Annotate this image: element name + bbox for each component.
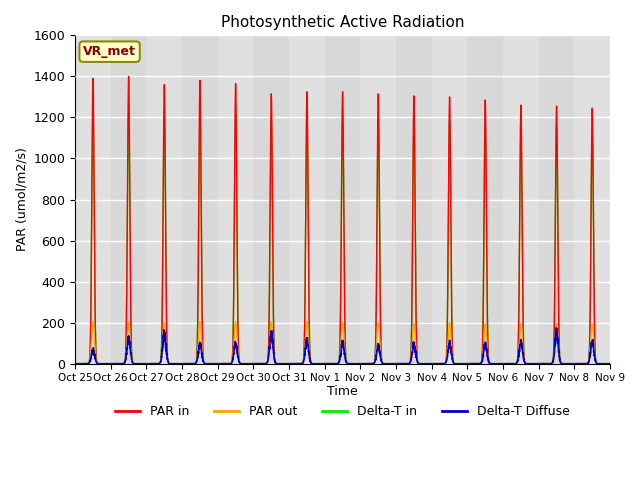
PAR in <box>433 361 440 367</box>
Delta-T Diffuse <box>605 361 613 367</box>
PAR out <box>71 361 79 367</box>
Bar <box>431 36 467 364</box>
Delta-T Diffuse <box>606 361 614 367</box>
PAR in <box>605 361 613 367</box>
PAR in <box>571 361 579 367</box>
PAR out <box>433 361 441 367</box>
Line: PAR in: PAR in <box>75 76 610 364</box>
PAR out <box>605 361 613 367</box>
Bar <box>574 36 610 364</box>
Line: PAR out: PAR out <box>75 322 610 364</box>
Delta-T Diffuse <box>71 361 79 367</box>
Bar <box>396 36 431 364</box>
PAR in <box>606 361 614 367</box>
Title: Photosynthetic Active Radiation: Photosynthetic Active Radiation <box>221 15 464 30</box>
Delta-T Diffuse <box>552 325 560 331</box>
Bar <box>147 36 182 364</box>
PAR out <box>493 361 500 367</box>
Delta-T in <box>463 361 470 367</box>
Bar <box>539 36 574 364</box>
PAR out <box>89 319 97 324</box>
Delta-T Diffuse <box>433 361 440 367</box>
Line: Delta-T Diffuse: Delta-T Diffuse <box>75 328 610 364</box>
Delta-T in <box>493 361 500 367</box>
PAR in <box>168 361 175 367</box>
Delta-T in <box>433 361 440 367</box>
Legend: PAR in, PAR out, Delta-T in, Delta-T Diffuse: PAR in, PAR out, Delta-T in, Delta-T Dif… <box>109 400 575 423</box>
Bar <box>182 36 218 364</box>
Delta-T in <box>606 361 614 367</box>
Line: Delta-T in: Delta-T in <box>75 107 610 364</box>
X-axis label: Time: Time <box>327 385 358 398</box>
Bar <box>324 36 360 364</box>
Delta-T in <box>168 361 175 367</box>
Bar <box>253 36 289 364</box>
Bar <box>467 36 503 364</box>
Bar <box>218 36 253 364</box>
PAR out <box>392 361 400 367</box>
Delta-T Diffuse <box>323 361 330 367</box>
Delta-T in <box>323 361 330 367</box>
PAR out <box>168 361 175 367</box>
Bar <box>503 36 539 364</box>
Delta-T Diffuse <box>462 361 470 367</box>
PAR in <box>125 73 132 79</box>
PAR in <box>493 361 500 367</box>
Delta-T in <box>605 361 613 367</box>
Delta-T in <box>71 361 79 367</box>
Delta-T Diffuse <box>168 361 175 367</box>
Delta-T Diffuse <box>493 361 500 367</box>
PAR out <box>606 361 614 367</box>
PAR in <box>323 361 330 367</box>
Bar <box>111 36 147 364</box>
Y-axis label: PAR (umol/m2/s): PAR (umol/m2/s) <box>15 147 28 252</box>
Bar <box>75 36 111 364</box>
Delta-T in <box>499 361 507 367</box>
Delta-T in <box>89 104 97 110</box>
PAR in <box>71 361 79 367</box>
PAR out <box>323 361 330 367</box>
PAR out <box>463 361 470 367</box>
Text: VR_met: VR_met <box>83 45 136 58</box>
Bar <box>360 36 396 364</box>
PAR in <box>463 361 470 367</box>
Bar <box>289 36 324 364</box>
